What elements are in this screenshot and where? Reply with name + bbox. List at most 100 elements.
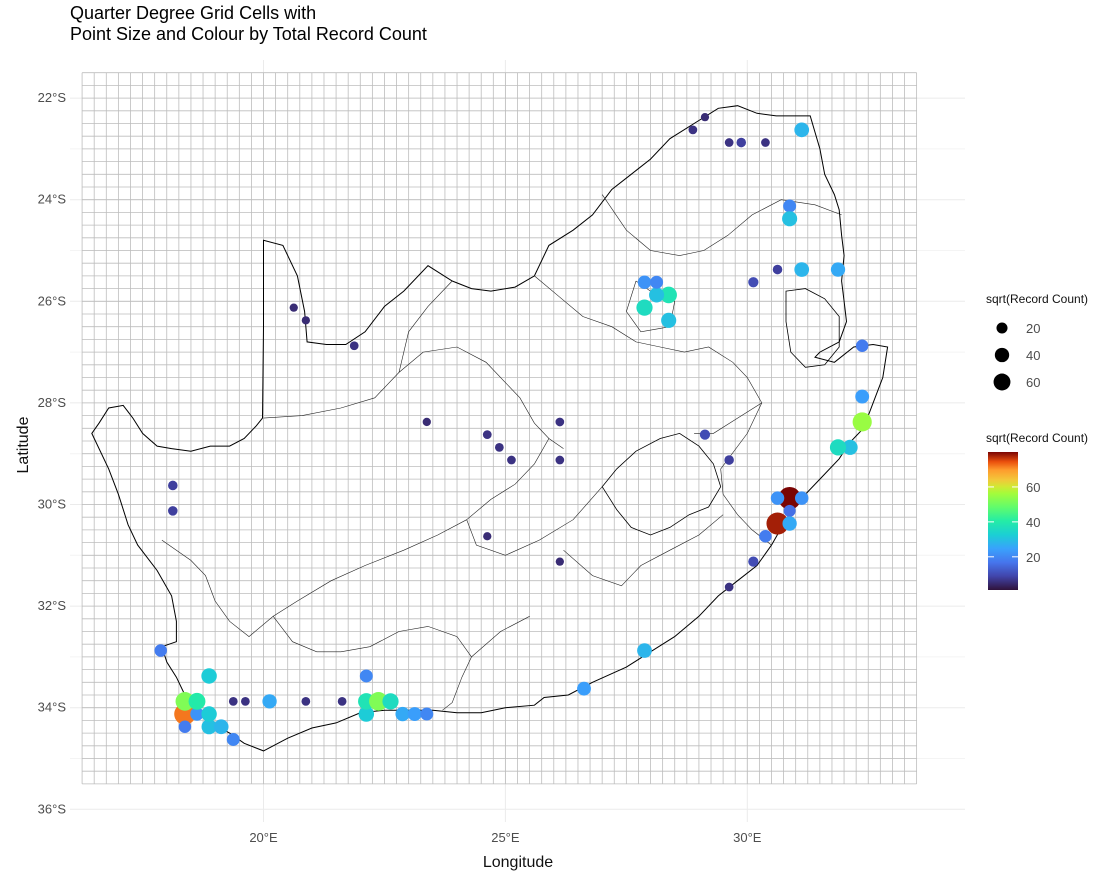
record-point-9 xyxy=(178,720,192,734)
record-point-39 xyxy=(660,286,677,304)
record-point-53 xyxy=(349,341,359,351)
record-point-26 xyxy=(794,491,809,505)
size-legend-label-2: 60 xyxy=(1026,375,1040,390)
record-point-22 xyxy=(778,486,801,510)
record-point-11 xyxy=(358,706,375,722)
record-point-35 xyxy=(783,199,797,213)
size-legend: sqrt(Record Count) 20 40 60 xyxy=(986,292,1088,391)
record-point-71 xyxy=(688,125,698,135)
lesotho-boundary xyxy=(601,432,722,536)
record-point-59 xyxy=(555,455,565,465)
province-boundary-1 xyxy=(398,280,453,373)
record-point-66 xyxy=(748,277,759,288)
record-point-50 xyxy=(337,696,347,706)
record-point-63 xyxy=(724,455,734,465)
record-point-38 xyxy=(830,262,846,277)
record-point-70 xyxy=(700,113,710,122)
size-legend-key-2 xyxy=(993,373,1011,391)
x-axis-title: Longitude xyxy=(483,854,553,871)
chart-title-line-1: Quarter Degree Grid Cells with xyxy=(70,3,316,23)
colour-legend-label-2: 60 xyxy=(1026,480,1040,495)
y-axis-title: Latitude xyxy=(15,416,32,473)
record-point-1 xyxy=(175,691,195,711)
province-boundary-3 xyxy=(466,438,603,556)
record-point-51 xyxy=(289,303,298,312)
y-tick-label-5: 32°S xyxy=(38,598,67,613)
colour-legend-label-1: 40 xyxy=(1026,515,1040,530)
size-legend-key-1 xyxy=(994,347,1010,363)
record-point-60 xyxy=(483,532,492,541)
record-point-24 xyxy=(770,491,785,505)
record-point-43 xyxy=(637,275,652,289)
record-point-57 xyxy=(507,455,516,465)
colour-legend-bar xyxy=(988,452,1018,590)
province-boundary-0 xyxy=(263,346,564,449)
y-axis-ticks: 22°S 24°S 26°S 28°S 30°S 32°S 34°S 36°S xyxy=(38,90,67,816)
record-point-16 xyxy=(407,707,422,721)
record-point-28 xyxy=(759,529,772,543)
record-point-40 xyxy=(649,287,665,303)
x-tick-label-1: 25°E xyxy=(491,830,520,845)
y-tick-label-3: 28°S xyxy=(38,395,67,410)
record-point-48 xyxy=(240,696,250,706)
province-boundary-5 xyxy=(563,514,724,587)
chart-title: Quarter Degree Grid Cells with Point Siz… xyxy=(70,3,427,44)
record-point-13 xyxy=(369,691,388,711)
record-point-54 xyxy=(422,417,431,427)
chart-title-line-2: Point Size and Colour by Total Record Co… xyxy=(70,24,427,44)
province-boundary-6 xyxy=(161,519,467,637)
size-legend-key-0 xyxy=(996,322,1008,334)
record-point-14 xyxy=(382,693,399,710)
record-point-18 xyxy=(359,669,373,683)
size-legend-label-1: 40 xyxy=(1026,348,1040,363)
record-point-55 xyxy=(482,430,492,440)
record-point-10 xyxy=(262,694,277,709)
y-tick-label-6: 34°S xyxy=(38,700,67,715)
size-legend-label-0: 20 xyxy=(1026,321,1040,336)
province-boundary-2 xyxy=(534,275,763,434)
record-point-29 xyxy=(852,412,872,432)
record-point-58 xyxy=(555,417,565,427)
record-point-27 xyxy=(782,516,797,531)
record-point-20 xyxy=(637,643,652,658)
y-tick-label-0: 22°S xyxy=(38,90,67,105)
record-point-33 xyxy=(855,339,869,353)
province-boundary-4 xyxy=(720,402,772,546)
record-point-6 xyxy=(201,668,217,684)
record-point-64 xyxy=(748,556,759,567)
x-axis-ticks: 20°E 25°E 30°E xyxy=(249,830,761,845)
record-point-8 xyxy=(226,732,240,746)
record-point-7 xyxy=(213,719,229,735)
x-tick-label-0: 20°E xyxy=(249,830,278,845)
record-point-30 xyxy=(842,439,858,455)
record-point-36 xyxy=(782,211,798,227)
record-point-5 xyxy=(201,706,217,722)
record-point-56 xyxy=(494,442,504,452)
record-point-72 xyxy=(761,138,770,147)
record-point-34 xyxy=(794,122,810,138)
record-points xyxy=(154,113,872,746)
y-tick-label-1: 24°S xyxy=(38,192,67,207)
colour-legend-title: sqrt(Record Count) xyxy=(986,431,1088,445)
record-point-4 xyxy=(201,719,217,735)
province-boundary-8 xyxy=(471,616,530,658)
quarter-degree-grid xyxy=(81,72,918,785)
record-point-41 xyxy=(636,299,653,316)
record-point-17 xyxy=(420,707,434,721)
record-point-15 xyxy=(395,706,410,722)
record-point-25 xyxy=(783,504,796,517)
record-point-21 xyxy=(577,681,591,696)
province-boundary-9 xyxy=(601,194,842,256)
record-point-23 xyxy=(766,512,789,535)
record-point-69 xyxy=(724,138,734,147)
eswatini-boundary xyxy=(785,288,840,368)
x-tick-label-2: 30°E xyxy=(733,830,762,845)
record-point-61 xyxy=(555,557,564,566)
colour-legend-label-0: 20 xyxy=(1026,550,1040,565)
record-point-37 xyxy=(794,262,810,277)
province-boundary-7 xyxy=(272,616,472,711)
record-point-3 xyxy=(188,692,206,710)
record-point-2 xyxy=(190,707,204,721)
y-tick-label-7: 36°S xyxy=(38,801,67,816)
